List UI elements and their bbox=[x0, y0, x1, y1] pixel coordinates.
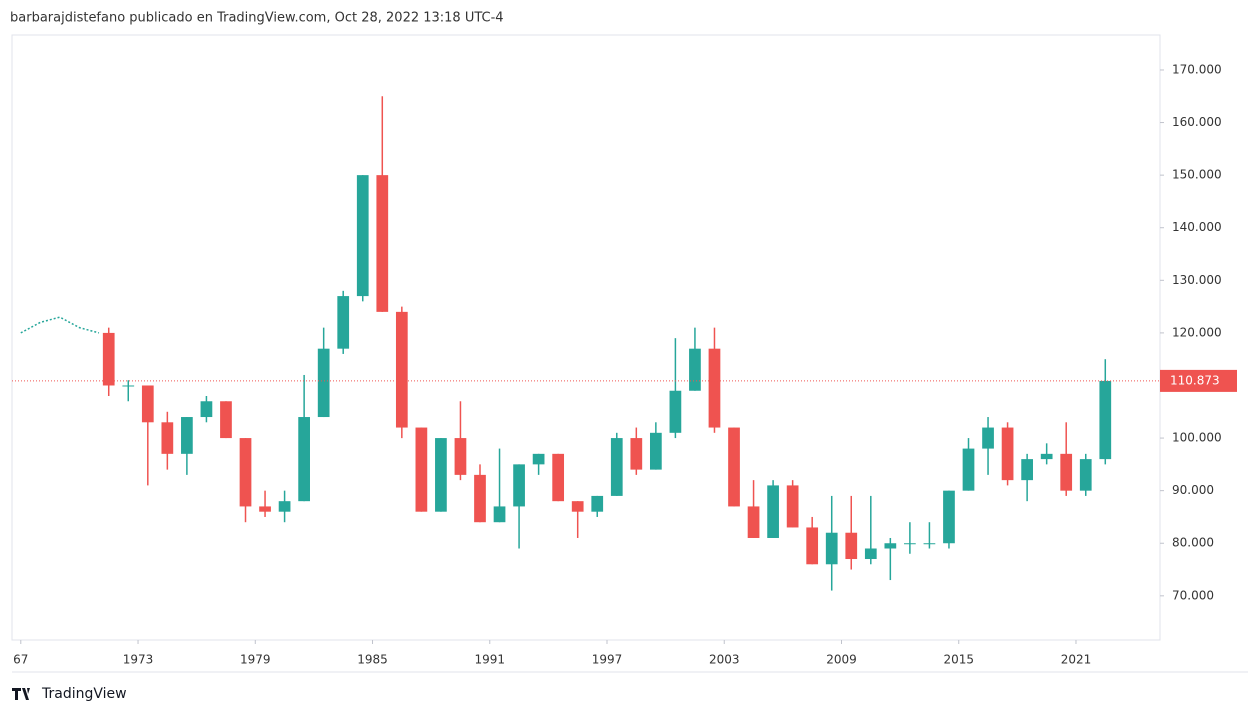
last-price-box bbox=[1160, 369, 1237, 392]
x-tick-label: 2009 bbox=[826, 653, 857, 667]
candle-body bbox=[689, 348, 701, 391]
candle-body bbox=[825, 532, 838, 565]
candle-body bbox=[982, 427, 994, 449]
candle-body bbox=[571, 501, 584, 512]
y-tick-label: 70.000 bbox=[1172, 588, 1214, 602]
candle-body bbox=[141, 385, 154, 423]
y-tick-label: 150.000 bbox=[1172, 168, 1222, 182]
candle-body bbox=[1001, 427, 1014, 481]
candle-body bbox=[239, 438, 252, 507]
candle-body bbox=[513, 464, 525, 507]
last-price-label: 110.873 bbox=[1170, 373, 1220, 387]
footer: TradingView bbox=[41, 686, 127, 702]
candle-body bbox=[415, 427, 428, 512]
candle-body bbox=[747, 506, 760, 538]
candle-body bbox=[1021, 459, 1033, 481]
candle-body bbox=[806, 527, 819, 565]
candle-body bbox=[845, 532, 858, 560]
candle-body bbox=[1079, 459, 1092, 491]
x-tick-label: 2003 bbox=[709, 653, 740, 667]
y-tick-label: 90.000 bbox=[1172, 483, 1214, 497]
candle-body bbox=[1099, 380, 1112, 460]
logo: TradingView bbox=[12, 686, 127, 702]
candle-body bbox=[532, 453, 545, 465]
candle-body bbox=[728, 427, 740, 507]
x-tick-label: 1991 bbox=[474, 653, 505, 667]
plot-frame bbox=[11, 34, 1161, 641]
y-tick-label: 120.000 bbox=[1172, 325, 1222, 339]
candle-body bbox=[923, 543, 936, 545]
y-tick-label: 80.000 bbox=[1172, 536, 1214, 550]
candle-body bbox=[669, 390, 682, 433]
candle-body bbox=[454, 438, 467, 475]
candle-body bbox=[356, 175, 369, 297]
candle-body bbox=[435, 438, 447, 512]
candle-body bbox=[278, 501, 291, 512]
pre-line bbox=[20, 316, 100, 334]
y-tick-label: 140.000 bbox=[1172, 220, 1222, 234]
candle-body bbox=[220, 401, 232, 439]
candle-body bbox=[337, 296, 350, 349]
candle-body bbox=[161, 422, 174, 454]
candle-body bbox=[122, 385, 135, 387]
candle-body bbox=[298, 417, 310, 502]
x-tick-label: 2015 bbox=[943, 653, 974, 667]
candle-body bbox=[552, 453, 565, 502]
candle-body bbox=[649, 432, 662, 470]
candle-body bbox=[962, 448, 975, 491]
candle-body bbox=[395, 311, 408, 428]
candle-body bbox=[493, 506, 506, 523]
y-tick-label: 160.000 bbox=[1172, 115, 1222, 129]
candle-body bbox=[786, 485, 799, 528]
candle-body bbox=[259, 506, 271, 512]
candle-body bbox=[474, 474, 486, 523]
candle-body bbox=[376, 175, 389, 312]
header: barbarajdistefano publicado en TradingVi… bbox=[10, 11, 504, 26]
x-tick-label: 1997 bbox=[592, 653, 623, 667]
candle-body bbox=[317, 348, 330, 418]
x-tick-label: 1973 bbox=[123, 653, 154, 667]
candle-body bbox=[864, 548, 877, 560]
candle-body bbox=[1060, 453, 1073, 491]
candle-body bbox=[630, 438, 643, 470]
candle-body bbox=[767, 485, 779, 538]
candle-body bbox=[200, 401, 213, 418]
y-tick-label: 130.000 bbox=[1172, 273, 1222, 287]
x-tick-label: 2021 bbox=[1061, 653, 1092, 667]
candle-body bbox=[1040, 453, 1053, 460]
x-tick-label: 1979 bbox=[240, 653, 271, 667]
candle-body bbox=[102, 332, 115, 386]
candle-body bbox=[708, 348, 721, 428]
candle-body bbox=[943, 490, 955, 544]
y-tick-label: 170.000 bbox=[1172, 62, 1222, 76]
candle-body bbox=[610, 438, 623, 496]
candle-body bbox=[591, 495, 604, 512]
x-tick-label: 67 bbox=[13, 653, 28, 667]
candle-body bbox=[904, 543, 916, 545]
candle-body bbox=[181, 417, 193, 454]
x-tick-label: 1985 bbox=[357, 653, 388, 667]
y-tick-label: 100.000 bbox=[1172, 431, 1222, 445]
candle-body bbox=[884, 543, 897, 549]
